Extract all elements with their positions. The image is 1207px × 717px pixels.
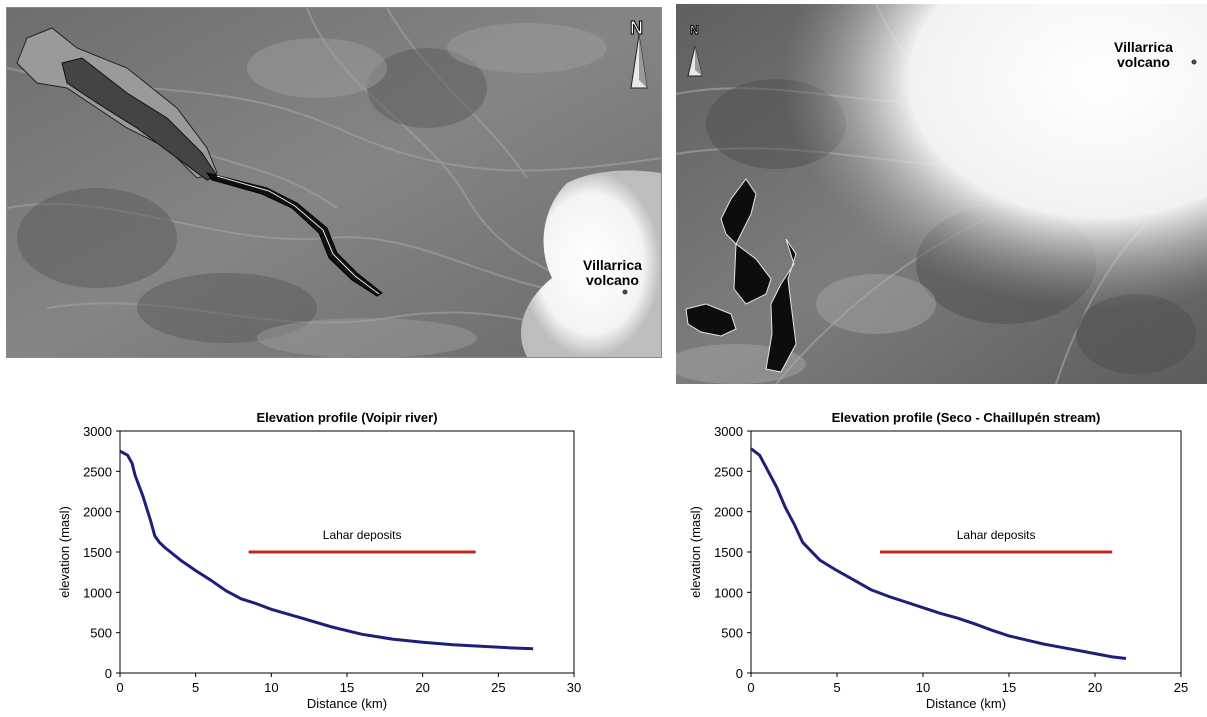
y-tick-label: 500 (90, 626, 112, 641)
y-tick-label: 1000 (83, 585, 112, 600)
x-tick-label: 30 (567, 680, 581, 695)
chart-title: Elevation profile (Voipir river) (256, 410, 437, 425)
chart-title: Elevation profile (Seco - Chaillupén str… (832, 410, 1101, 425)
x-axis-label: Distance (km) (926, 696, 1006, 711)
x-tick-label: 10 (916, 680, 930, 695)
y-tick-label: 1500 (83, 545, 112, 560)
y-tick-label: 1000 (714, 585, 743, 600)
elevation-profile-line (119, 449, 534, 651)
elevation-chart-seco: Elevation profile (Seco - Chaillupén str… (675, 397, 1207, 717)
x-tick-label: 20 (415, 680, 429, 695)
y-tick-label: 1500 (714, 545, 743, 560)
y-tick-label: 0 (736, 666, 743, 681)
x-tick-label: 15 (340, 680, 354, 695)
volcano-label-line1: Villarrica (1114, 39, 1173, 55)
lahar-deposits-label: Lahar deposits (957, 528, 1036, 542)
volcano-label-line2: volcano (1117, 54, 1170, 70)
volcano-label-right: Villarrica volcano (1114, 40, 1173, 70)
y-tick-label: 2000 (83, 505, 112, 520)
x-tick-label: 20 (1088, 680, 1102, 695)
satellite-map-seco: N Villarrica volcano (676, 4, 1207, 384)
north-arrow-label: N (630, 18, 644, 39)
y-tick-label: 3000 (83, 424, 112, 439)
elevation-chart-svg: Elevation profile (Seco - Chaillupén str… (688, 410, 1188, 711)
satellite-map-voipir: N Villarrica volcano (6, 7, 662, 358)
volcano-label-line1: Villarrica (583, 257, 642, 273)
x-tick-label: 5 (192, 680, 199, 695)
y-tick-label: 0 (105, 666, 112, 681)
satellite-image-right (676, 4, 1207, 384)
y-tick-label: 3000 (714, 424, 743, 439)
y-tick-label: 500 (721, 626, 743, 641)
north-arrow-label: N (690, 23, 700, 38)
elevation-profile-line (750, 447, 1127, 660)
x-tick-label: 25 (1174, 680, 1188, 695)
elevation-chart-voipir: Elevation profile (Voipir river) 0 5 10 15 20… (40, 397, 600, 717)
x-tick-label: 5 (833, 680, 840, 695)
volcano-label-left: Villarrica volcano (583, 258, 642, 288)
lahar-deposits-label: Lahar deposits (323, 528, 402, 542)
y-tick-label: 2000 (714, 505, 743, 520)
y-tick-label: 2500 (714, 464, 743, 479)
x-tick-label: 0 (747, 680, 754, 695)
y-axis-label: elevation (masl) (57, 506, 72, 598)
elevation-chart-svg: Elevation profile (Voipir river) 0 5 10 15 20… (57, 410, 581, 711)
volcano-label-line2: volcano (586, 272, 639, 288)
satellite-image-left (7, 8, 661, 357)
x-tick-label: 10 (264, 680, 278, 695)
y-tick-label: 2500 (83, 464, 112, 479)
x-axis-label: Distance (km) (307, 696, 387, 711)
x-tick-label: 25 (491, 680, 505, 695)
y-axis-label: elevation (masl) (688, 506, 703, 598)
x-tick-label: 0 (116, 680, 123, 695)
x-tick-label: 15 (1002, 680, 1016, 695)
